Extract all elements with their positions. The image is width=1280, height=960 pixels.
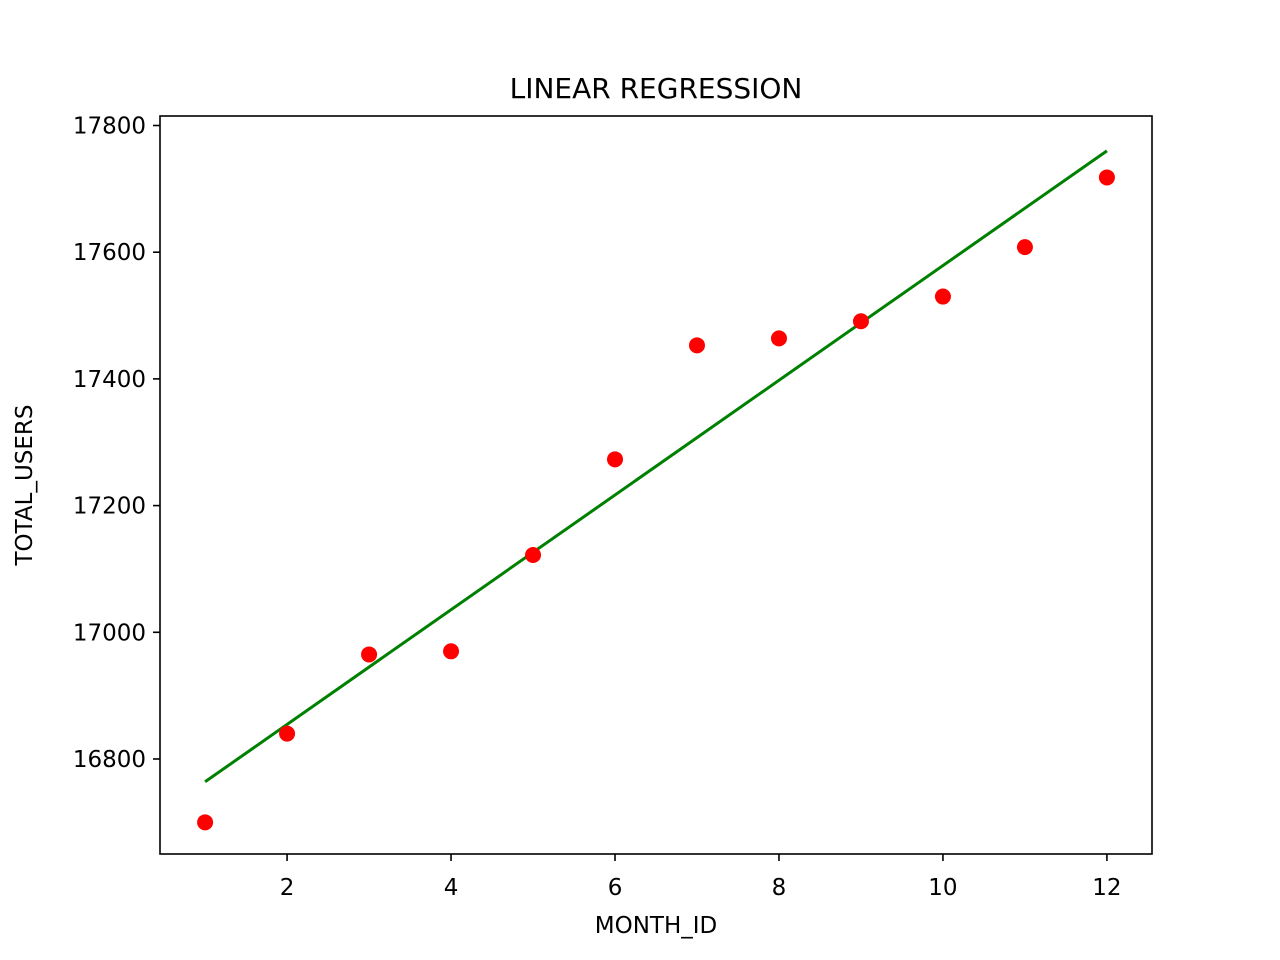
y-tick-label: 16800 <box>73 747 146 773</box>
x-tick-label: 8 <box>772 875 787 901</box>
data-point <box>443 643 460 660</box>
x-tick-label: 6 <box>608 875 623 901</box>
data-point <box>607 451 624 468</box>
data-point <box>770 330 787 347</box>
data-point <box>688 337 705 354</box>
data-point <box>1098 169 1115 186</box>
x-tick-label: 4 <box>444 875 459 901</box>
x-tick-label: 12 <box>1092 875 1121 901</box>
x-tick-label: 10 <box>928 875 957 901</box>
plot-area: 2 4 6 8 10 12 16800 17000 17200 17400 17600 17800 <box>73 114 1153 901</box>
regression-line <box>204 149 1108 784</box>
x-tick-label: 2 <box>280 875 295 901</box>
data-point <box>1016 239 1033 256</box>
y-tick-label: 17400 <box>73 367 146 393</box>
data-point <box>934 288 951 305</box>
plot-frame <box>159 115 1153 855</box>
x-axis-label: MONTH_ID <box>595 913 718 939</box>
y-tick-label: 17600 <box>73 240 146 266</box>
y-tick-label: 17800 <box>73 114 146 140</box>
y-axis-label: TOTAL_USERS <box>12 404 38 566</box>
y-tick-label: 17200 <box>73 494 146 520</box>
data-point <box>525 547 542 563</box>
chart-title: LINEAR REGRESSION <box>510 72 803 105</box>
data-point <box>852 313 869 330</box>
y-tick-label: 17000 <box>73 620 146 646</box>
data-point <box>279 725 296 742</box>
data-point <box>197 814 214 831</box>
data-point <box>361 646 378 663</box>
